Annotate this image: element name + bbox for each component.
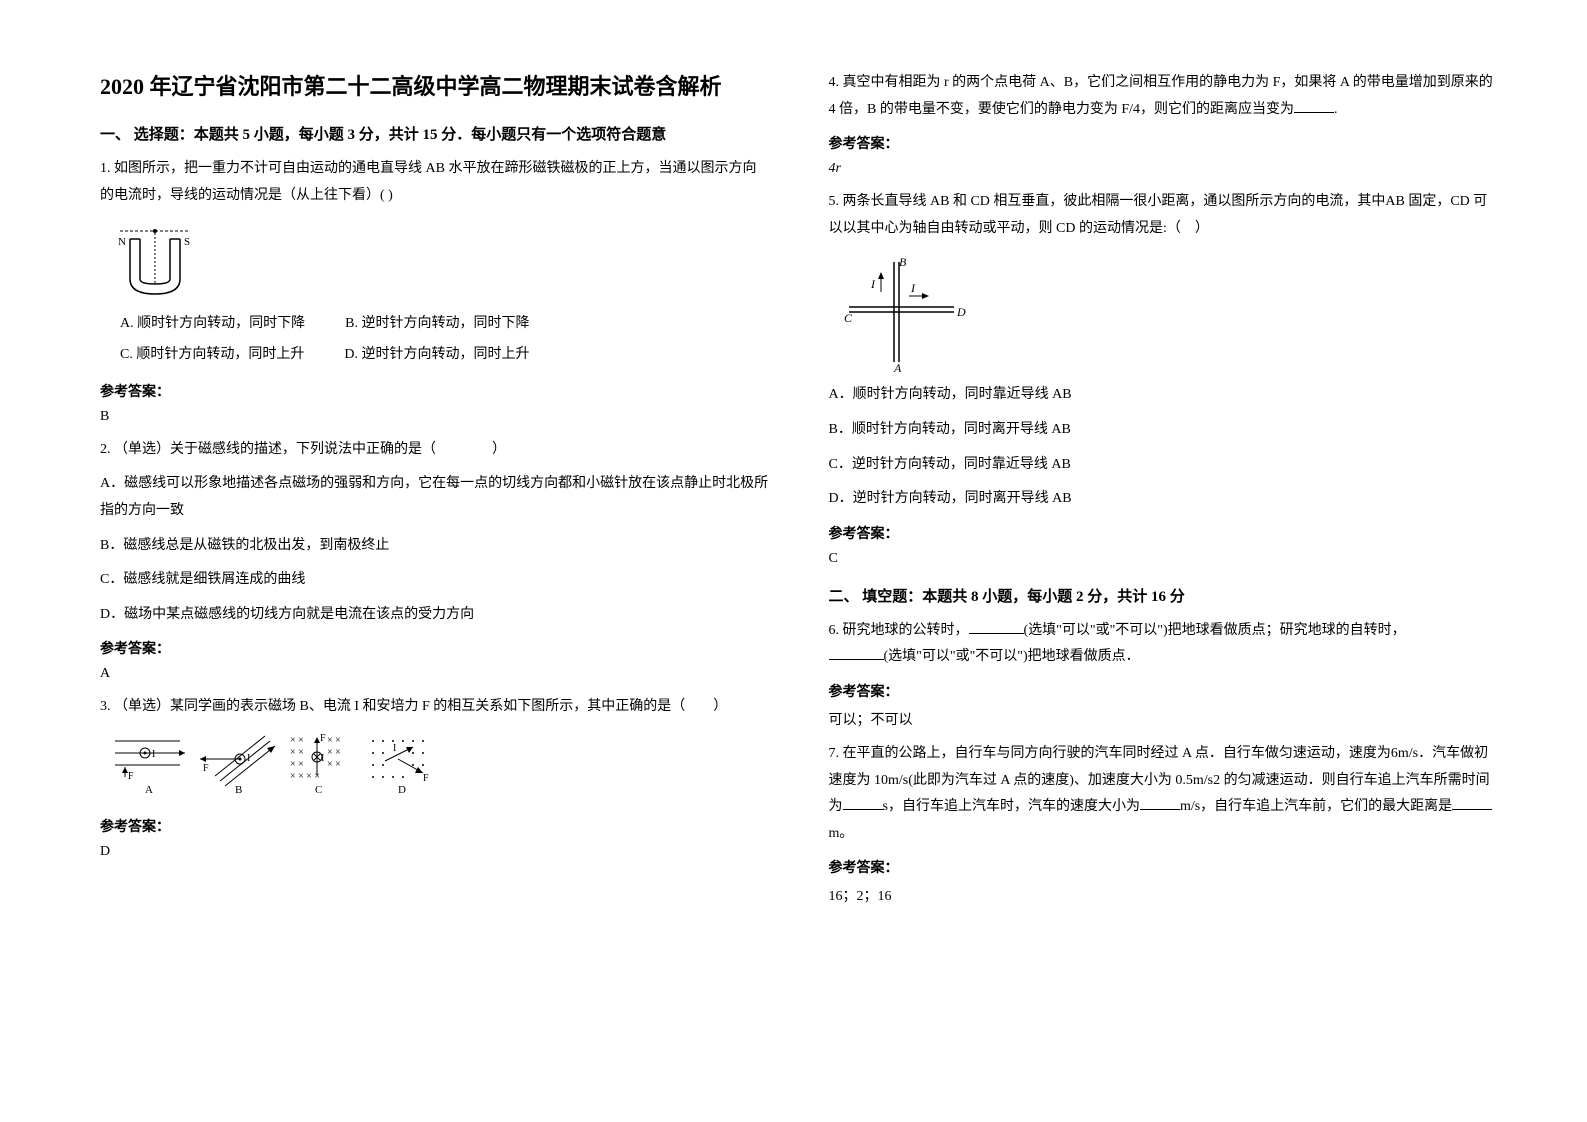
svg-text:F: F xyxy=(423,773,429,784)
q5-figure: B A C D I I xyxy=(839,252,1498,372)
q1-opt-a: A. 顺时针方向转动，同时下降 xyxy=(120,309,305,340)
svg-text:I: I xyxy=(870,277,876,291)
svg-text:× ×: × × xyxy=(327,735,341,746)
q4-stem-a: 4. 真空中有相距为 r 的两个点电荷 A、B，它们之间相互作用的静电力为 F，… xyxy=(829,75,1493,117)
q3-figure: I F A F I xyxy=(110,731,769,806)
exam-page: 2020 年辽宁省沈阳市第二十二高级中学高二物理期末试卷含解析 一、 选择题：本… xyxy=(0,0,1587,1122)
svg-text:C: C xyxy=(844,311,853,325)
q3-stem: 3. （单选）某同学画的表示磁场 B、电流 I 和安培力 F 的相互关系如下图所… xyxy=(100,694,769,721)
q1-stem: 1. 如图所示，把一重力不计可自由运动的通电直导线 AB 水平放在蹄形磁铁磁极的… xyxy=(100,156,769,209)
svg-text:I: I xyxy=(393,743,396,754)
q1-figure: N S xyxy=(110,219,769,299)
horseshoe-magnet-icon: N S xyxy=(110,219,200,299)
svg-text:I: I xyxy=(321,753,324,764)
svg-text:C: C xyxy=(315,784,322,796)
q2-opt-c: C．磁感线就是细铁屑连成的曲线 xyxy=(100,567,769,594)
q6-stem-c: (选填"可以"或"不可以")把地球看做质点． xyxy=(884,649,1140,664)
svg-text:D: D xyxy=(956,305,966,319)
q6-blank-2 xyxy=(829,645,884,660)
q7-blank-2 xyxy=(1140,795,1180,810)
q6-blank-1 xyxy=(969,619,1024,634)
right-column: 4. 真空中有相距为 r 的两个点电荷 A、B，它们之间相互作用的静电力为 F，… xyxy=(799,70,1498,1082)
q7-stem: 7. 在平直的公路上，自行车与同方向行驶的汽车同时经过 A 点．自行车做匀速运动… xyxy=(829,741,1498,847)
q1-answer-label: 参考答案： xyxy=(100,381,769,401)
q6-answer: 可以；不可以 xyxy=(829,709,1498,729)
svg-text:× ×: × × xyxy=(327,747,341,758)
svg-text:× ×: × × xyxy=(290,747,304,758)
ampere-force-diagrams-icon: I F A F I xyxy=(110,731,450,806)
exam-title: 2020 年辽宁省沈阳市第二十二高级中学高二物理期末试卷含解析 xyxy=(100,70,769,103)
q7-answer-label: 参考答案： xyxy=(829,857,1498,877)
section-1-header: 一、 选择题：本题共 5 小题，每小题 3 分，共计 15 分．每小题只有一个选… xyxy=(100,123,769,144)
q3-answer-label: 参考答案： xyxy=(100,816,769,836)
q2-opt-a: A．磁感线可以形象地描述各点磁场的强弱和方向，它在每一点的切线方向都和小磁针放在… xyxy=(100,471,769,524)
label-n: N xyxy=(118,236,126,248)
cross-wires-icon: B A C D I I xyxy=(839,252,969,372)
q2-stem: 2. （单选）关于磁感线的描述，下列说法中正确的是（ ） xyxy=(100,437,769,464)
q1-opt-c: C. 顺时针方向转动，同时上升 xyxy=(120,340,304,371)
svg-text:A: A xyxy=(893,361,902,372)
q2-answer-label: 参考答案： xyxy=(100,638,769,658)
q5-answer-label: 参考答案： xyxy=(829,523,1498,543)
svg-text:B: B xyxy=(235,784,242,796)
left-column: 2020 年辽宁省沈阳市第二十二高级中学高二物理期末试卷含解析 一、 选择题：本… xyxy=(100,70,799,1082)
svg-text:I: I xyxy=(152,749,155,760)
svg-text:F: F xyxy=(320,733,326,744)
q7-stem-b: s，自行车追上汽车时，汽车的速度大小为 xyxy=(883,799,1140,814)
q7-stem-c: m/s，自行车追上汽车前，它们的最大距离是 xyxy=(1180,799,1452,814)
q5-opt-c: C．逆时针方向转动，同时靠近导线 AB xyxy=(829,452,1498,479)
svg-text:× ×: × × xyxy=(290,735,304,746)
svg-text:× ×: × × xyxy=(327,759,341,770)
q6-stem-a: 6. 研究地球的公转时， xyxy=(829,623,969,638)
svg-text:F: F xyxy=(203,763,209,774)
q2-opt-d: D．磁场中某点磁感线的切线方向就是电流在该点的受力方向 xyxy=(100,602,769,629)
q7-blank-3 xyxy=(1452,795,1492,810)
q4-stem: 4. 真空中有相距为 r 的两个点电荷 A、B，它们之间相互作用的静电力为 F，… xyxy=(829,70,1498,123)
q2-opt-b: B．磁感线总是从磁铁的北极出发，到南极终止 xyxy=(100,533,769,560)
q1-answer: B xyxy=(100,409,769,425)
svg-text:I: I xyxy=(910,281,916,295)
q6-answer-label: 参考答案： xyxy=(829,681,1498,701)
q1-options: A. 顺时针方向转动，同时下降 B. 逆时针方向转动，同时下降 C. 顺时针方向… xyxy=(120,309,769,371)
svg-text:I: I xyxy=(247,753,250,764)
q7-answer: 16；2；16 xyxy=(829,885,1498,905)
q2-answer: A xyxy=(100,666,769,682)
svg-text:× × × ×: × × × × xyxy=(290,771,320,782)
section-2-header: 二、 填空题：本题共 8 小题，每小题 2 分，共计 16 分 xyxy=(829,585,1498,606)
q1-opt-d: D. 逆时针方向转动，同时上升 xyxy=(344,340,529,371)
q1-opt-b: B. 逆时针方向转动，同时下降 xyxy=(345,309,529,340)
q5-opt-d: D．逆时针方向转动，同时离开导线 AB xyxy=(829,486,1498,513)
q4-answer-label: 参考答案： xyxy=(829,133,1498,153)
svg-text:A: A xyxy=(145,784,153,796)
q5-opt-a: A．顺时针方向转动，同时靠近导线 AB xyxy=(829,382,1498,409)
svg-text:B: B xyxy=(899,255,907,269)
q7-stem-d: m。 xyxy=(829,826,854,841)
q7-blank-1 xyxy=(843,795,883,810)
svg-text:F: F xyxy=(128,771,134,782)
q5-opt-b: B．顺时针方向转动，同时离开导线 AB xyxy=(829,417,1498,444)
label-s: S xyxy=(184,236,190,248)
q3-answer: D xyxy=(100,844,769,860)
q6-stem-b: (选填"可以"或"不可以")把地球看做质点；研究地球的自转时， xyxy=(1024,623,1406,638)
q4-answer: 4r xyxy=(829,161,1498,177)
svg-text:D: D xyxy=(398,784,406,796)
q4-blank xyxy=(1294,98,1334,113)
q5-stem: 5. 两条长直导线 AB 和 CD 相互垂直，彼此相隔一很小距离，通以图所示方向… xyxy=(829,189,1498,242)
q6-stem: 6. 研究地球的公转时， (选填"可以"或"不可以")把地球看做质点；研究地球的自… xyxy=(829,618,1498,671)
svg-text:× ×: × × xyxy=(290,759,304,770)
q5-answer: C xyxy=(829,551,1498,567)
q4-stem-b: . xyxy=(1334,102,1338,117)
